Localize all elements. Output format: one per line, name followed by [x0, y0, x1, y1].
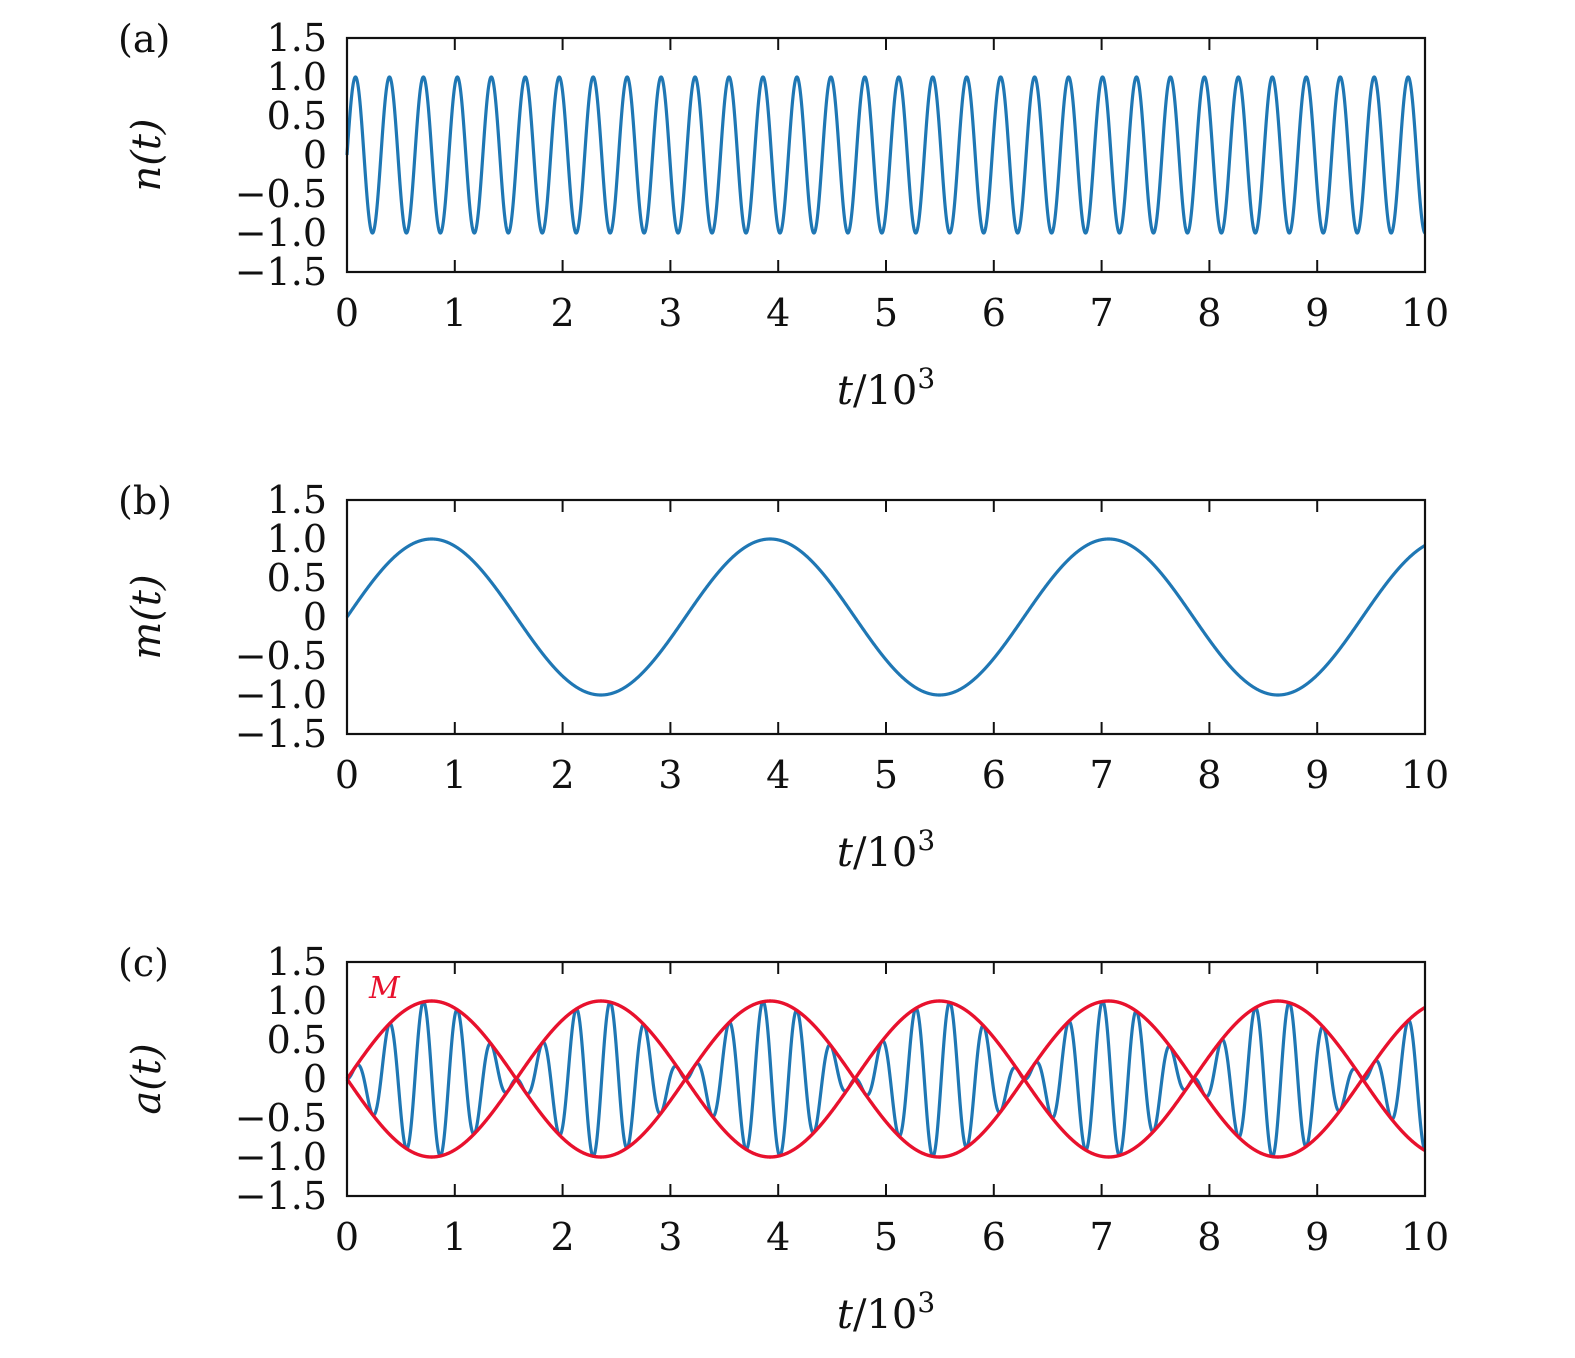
x-tick-label: 7 [1090, 753, 1114, 797]
x-tick-label: 1 [443, 753, 467, 797]
x-tick-label: 9 [1305, 753, 1329, 797]
x-tick-label: 6 [982, 753, 1006, 797]
y-tick-label: 1.0 [267, 55, 327, 99]
x-tick-label: 1 [443, 1215, 467, 1259]
x-tick-label: 3 [658, 291, 682, 335]
x-axis-label-rest: /10 [853, 1292, 917, 1338]
x-tick-label: 3 [658, 753, 682, 797]
x-axis-label: t/103 [837, 362, 935, 414]
x-axis-label-exp: 3 [917, 1286, 935, 1319]
x-tick-label: 10 [1401, 753, 1449, 797]
y-axis-label: a(t) [124, 1043, 170, 1114]
y-axis-label: m(t) [124, 574, 170, 659]
y-tick-label: −1.0 [235, 1135, 327, 1179]
x-tick-label: 8 [1197, 753, 1221, 797]
y-tick-label: 0.5 [267, 1018, 327, 1062]
x-axis-label-rest: /10 [853, 368, 917, 414]
x-axis-label-exp: 3 [917, 362, 935, 395]
x-tick-label: 4 [766, 753, 790, 797]
y-tick-label: 0 [303, 133, 327, 177]
panel-label: (b) [118, 479, 172, 523]
x-tick-label: 7 [1090, 1215, 1114, 1259]
x-axis-label-var: t [837, 1292, 854, 1338]
x-axis-label-var: t [837, 830, 854, 876]
y-tick-label: 1.5 [267, 16, 327, 60]
panel-a: 0 1 2 3 4 5 6 7 8 9 101.51.00.50−0.5−1.0−1.5(a)n(t… [118, 16, 1449, 414]
panel-label: (c) [118, 941, 169, 985]
x-axis-label-rest: /10 [853, 830, 917, 876]
x-tick-label: 8 [1197, 291, 1221, 335]
x-axis-label-var: t [837, 368, 854, 414]
y-tick-label: −1.5 [235, 712, 327, 756]
x-tick-label: 6 [982, 1215, 1006, 1259]
x-tick-label: 2 [551, 1215, 575, 1259]
x-axis-label: t/103 [837, 1286, 935, 1338]
y-tick-label: −1.5 [235, 250, 327, 294]
x-tick-label: 0 [335, 1215, 359, 1259]
x-tick-label: 5 [874, 753, 898, 797]
x-tick-label: 9 [1305, 1215, 1329, 1259]
y-tick-label: −1.0 [235, 673, 327, 717]
x-tick-label: 1 [443, 291, 467, 335]
x-tick-label: 10 [1401, 291, 1449, 335]
y-tick-label: 0 [303, 595, 327, 639]
y-tick-label: −0.5 [235, 634, 327, 678]
series-a-line [345, 999, 1427, 1159]
x-tick-label: 3 [658, 1215, 682, 1259]
x-tick-label: 10 [1401, 1215, 1449, 1259]
x-tick-label: 0 [335, 753, 359, 797]
envelope-annotation: M [368, 971, 401, 1006]
envelope-upper-line [345, 999, 1427, 1159]
y-tick-label: 0.5 [267, 94, 327, 138]
x-tick-label: 4 [766, 1215, 790, 1259]
x-axis-label: t/103 [837, 824, 935, 876]
x-tick-label: 4 [766, 291, 790, 335]
y-tick-label: 1.0 [267, 979, 327, 1023]
x-tick-label: 5 [874, 291, 898, 335]
y-tick-label: −1.5 [235, 1174, 327, 1218]
x-axis-label-exp: 3 [917, 824, 935, 857]
series-line [345, 537, 1427, 697]
x-tick-label: 5 [874, 1215, 898, 1259]
y-tick-label: 0.5 [267, 556, 327, 600]
x-tick-label: 9 [1305, 291, 1329, 335]
panel-c: 0 1 2 3 4 5 6 7 8 9 101.51.00.50−0.5−1.0−1.5(c)a(t… [118, 940, 1449, 1338]
y-tick-label: −0.5 [235, 1096, 327, 1140]
panel-label: (a) [118, 17, 170, 61]
y-tick-label: 1.0 [267, 517, 327, 561]
x-tick-label: 0 [335, 291, 359, 335]
x-tick-label: 2 [551, 753, 575, 797]
y-tick-label: −1.0 [235, 211, 327, 255]
y-tick-label: 1.5 [267, 478, 327, 522]
x-tick-label: 2 [551, 291, 575, 335]
y-tick-label: 0 [303, 1057, 327, 1101]
panel-b: 0 1 2 3 4 5 6 7 8 9 101.51.00.50−0.5−1.0−1.5(b)m(t… [118, 478, 1449, 876]
y-tick-label: −0.5 [235, 172, 327, 216]
envelope-lower-line [345, 999, 1427, 1159]
series-line [345, 75, 1427, 235]
y-tick-label: 1.5 [267, 940, 327, 984]
x-tick-label: 6 [982, 291, 1006, 335]
plot-frame [345, 498, 1427, 736]
x-tick-label: 7 [1090, 291, 1114, 335]
y-axis-label: n(t) [124, 118, 170, 191]
x-tick-label: 8 [1197, 1215, 1221, 1259]
